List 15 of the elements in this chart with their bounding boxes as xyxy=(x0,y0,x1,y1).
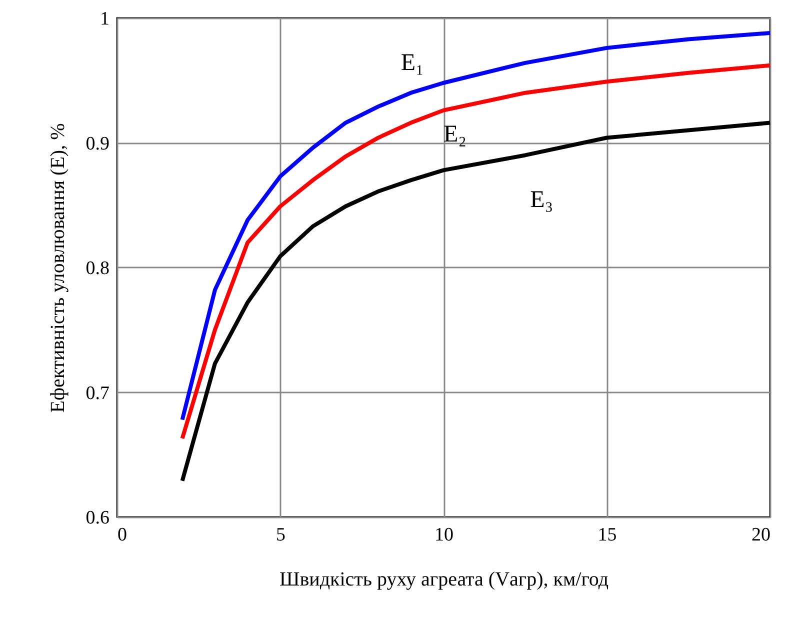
y-tick-label: 1 xyxy=(100,8,110,30)
series-label: E₂ xyxy=(444,121,467,148)
y-tick-label: 0.8 xyxy=(86,258,110,279)
series-label: E₁ xyxy=(400,50,424,76)
x-tick-label: 10 xyxy=(434,524,454,546)
x-axis-title: Швидкість руху агреата (Vагр), км/год xyxy=(280,568,608,590)
y-tick-label: 0.9 xyxy=(86,133,110,154)
series-label: E₃ xyxy=(530,187,554,214)
x-tick-label: 0 xyxy=(118,524,127,546)
x-tick-label: 20 xyxy=(752,524,770,546)
y-tick-label: 0.6 xyxy=(86,508,110,528)
y-axis-title: Ефективність уловлювання (E), % xyxy=(46,123,69,413)
x-tick-label: 15 xyxy=(598,524,617,546)
y-tick-label: 0.7 xyxy=(86,382,110,404)
x-tick-label: 5 xyxy=(276,524,286,546)
